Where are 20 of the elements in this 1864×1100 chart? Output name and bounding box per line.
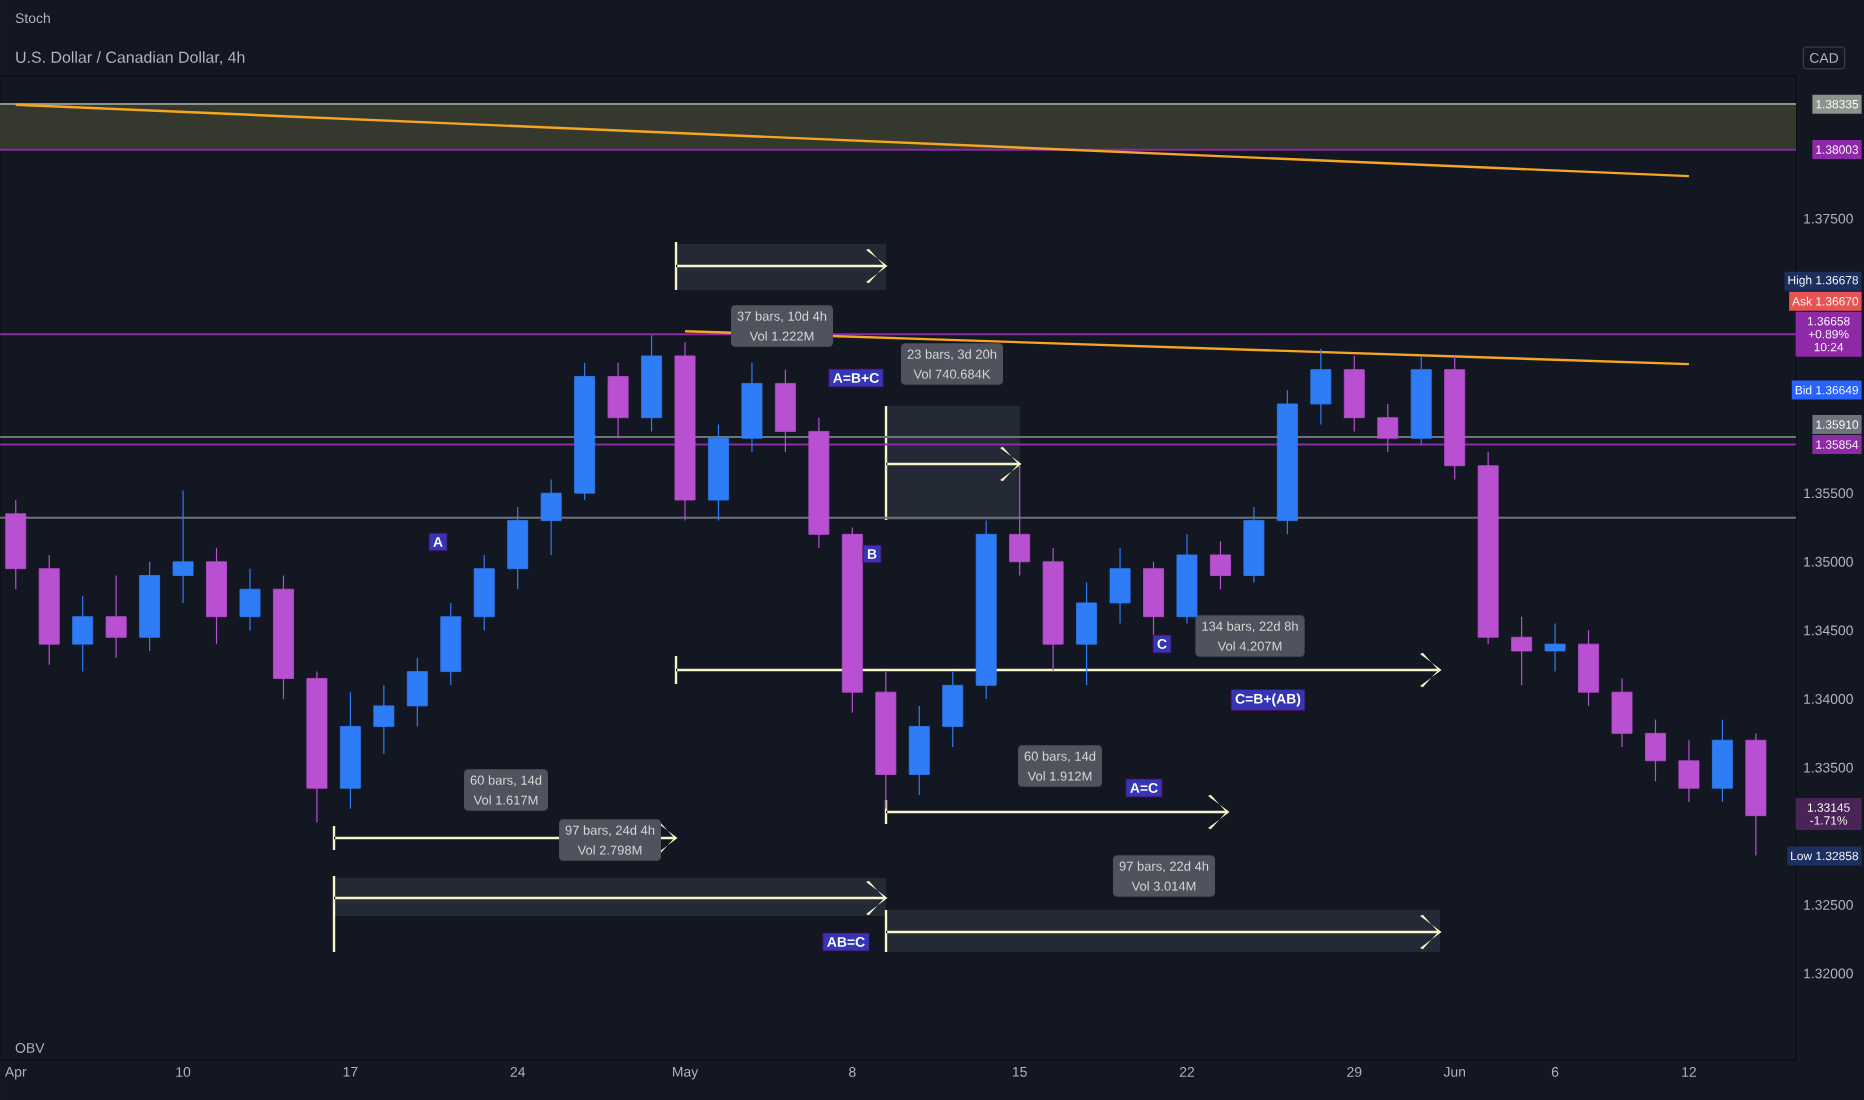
candlestick bbox=[1377, 403, 1399, 453]
candlestick bbox=[72, 595, 94, 673]
candlestick bbox=[942, 670, 964, 748]
candlestick bbox=[1645, 719, 1666, 782]
candlestick bbox=[1678, 739, 1700, 803]
candlestick bbox=[373, 684, 395, 755]
candlestick bbox=[540, 478, 562, 556]
candlestick bbox=[406, 657, 428, 728]
candlestick bbox=[172, 489, 194, 604]
candlestick bbox=[1544, 622, 1566, 673]
candlestick bbox=[607, 362, 629, 439]
candlestick bbox=[1210, 540, 1231, 590]
candlestick bbox=[105, 574, 127, 659]
candlestick bbox=[1109, 547, 1131, 625]
candlestick bbox=[239, 568, 261, 632]
candlestick bbox=[1611, 677, 1633, 748]
candlestick bbox=[1009, 465, 1031, 577]
candlestick bbox=[1310, 348, 1332, 426]
candlestick bbox=[1076, 581, 1098, 686]
candlestick bbox=[1511, 616, 1533, 686]
